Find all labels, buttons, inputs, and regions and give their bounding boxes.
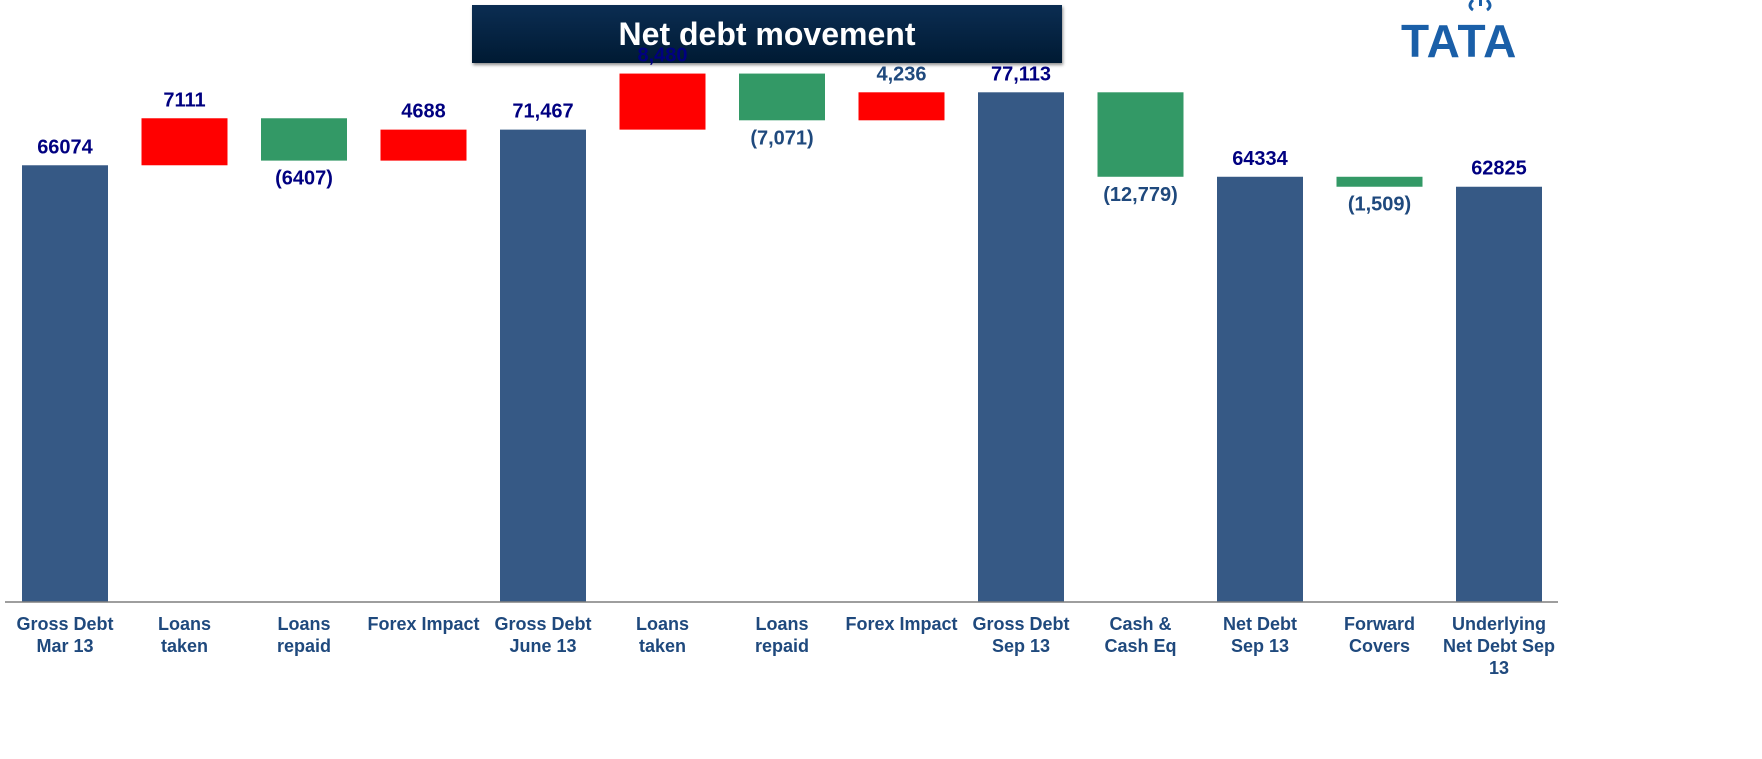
data-label: 4688 <box>401 101 446 123</box>
data-label: 77,113 <box>991 63 1051 85</box>
bar-increase <box>858 92 945 121</box>
category-label: Net Debt <box>1223 614 1297 634</box>
bar-total <box>22 165 108 603</box>
category-label: Loans <box>755 614 808 634</box>
data-label: (12,779) <box>1103 184 1178 206</box>
bar-total <box>978 92 1064 602</box>
bar-total <box>1456 186 1542 603</box>
logo-text: TATA <box>1401 15 1518 67</box>
category-label: June 13 <box>509 636 576 656</box>
category-label: 13 <box>1489 658 1509 678</box>
category-label: Forward <box>1344 614 1415 634</box>
tata-logo: TATA <box>1395 0 1535 67</box>
bar-decrease <box>1336 176 1423 187</box>
category-label: Forex Impact <box>367 614 479 634</box>
bar-total <box>1217 176 1303 602</box>
category-label: Cash Eq <box>1104 636 1176 656</box>
category-label: Forex Impact <box>845 614 957 634</box>
chart-title-banner: Net debt movement <box>472 5 1062 63</box>
category-label: Gross Debt <box>494 614 591 634</box>
data-label: 62825 <box>1471 158 1527 180</box>
chart-title: Net debt movement <box>618 15 916 52</box>
bar-increase <box>141 118 228 166</box>
bar-increase <box>380 129 467 161</box>
category-label: Cash & <box>1109 614 1171 634</box>
category-label: Gross Debt <box>972 614 1069 634</box>
data-label: 7111 <box>163 89 205 111</box>
category-label: taken <box>161 636 208 656</box>
category-label: Covers <box>1349 636 1410 656</box>
category-label: Loans <box>636 614 689 634</box>
category-label: Net Debt Sep <box>1443 636 1555 656</box>
category-label: Gross Debt <box>16 614 113 634</box>
tata-logo-icon <box>1468 0 1492 12</box>
category-label: Sep 13 <box>1231 636 1289 656</box>
bar-increase <box>619 73 706 130</box>
data-label: (1,509) <box>1348 194 1411 216</box>
data-label: 4,236 <box>876 63 926 85</box>
category-label: repaid <box>755 636 809 656</box>
category-label: Mar 13 <box>36 636 93 656</box>
bar-total <box>500 129 586 603</box>
category-label: Loans <box>277 614 330 634</box>
category-label: taken <box>639 636 686 656</box>
category-label: Loans <box>158 614 211 634</box>
bar-decrease <box>739 73 825 121</box>
category-label: Sep 13 <box>992 636 1050 656</box>
data-label: (7,071) <box>750 127 813 149</box>
bar-decrease <box>1097 92 1184 177</box>
data-label: 64334 <box>1232 148 1288 170</box>
data-label: (6407) <box>275 168 333 190</box>
data-label: 8,480 <box>637 45 687 67</box>
data-label: 71,467 <box>512 101 573 123</box>
category-label: repaid <box>277 636 331 656</box>
category-label: Underlying <box>1452 614 1546 634</box>
bar-decrease <box>261 118 347 161</box>
data-label: 66074 <box>37 136 93 158</box>
